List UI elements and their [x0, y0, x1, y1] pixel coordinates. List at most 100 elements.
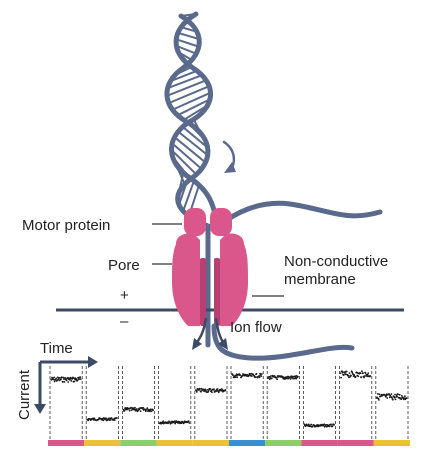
base-pair-rung: [192, 118, 203, 135]
trace-dot: [323, 423, 326, 426]
trace-dot: [59, 376, 61, 379]
trace-dot: [360, 376, 363, 379]
base-pair-rung: [177, 31, 200, 41]
dna-exit-strand: [211, 323, 355, 361]
trace-dot: [232, 374, 234, 377]
trace-dot: [188, 422, 191, 424]
trace-dot: [70, 380, 73, 382]
trace-dot: [113, 419, 116, 421]
base-segment: [84, 440, 121, 446]
trace-dot: [270, 377, 273, 380]
base-pair-rung: [177, 98, 211, 117]
trace-dot: [391, 396, 393, 399]
ion-flow-arrowhead-right: [218, 338, 228, 350]
trace-dot: [366, 375, 369, 378]
time-axis-label: Time: [40, 340, 73, 357]
trace-dot: [247, 374, 250, 377]
base-segment: [120, 440, 157, 446]
trace-dot: [367, 372, 370, 374]
trace-dot: [248, 372, 251, 375]
trace-dot: [398, 393, 401, 396]
trace-dot: [204, 388, 207, 391]
trace-dot: [207, 390, 210, 393]
base-segment: [265, 440, 302, 446]
ion-flow-arrowhead-left: [192, 338, 202, 350]
trace-dot: [236, 376, 239, 379]
base-pair-rung: [182, 180, 195, 212]
trace-dot: [76, 379, 79, 382]
trace-dot: [162, 420, 165, 423]
trace-dot: [109, 419, 111, 422]
trace-dot: [60, 378, 62, 381]
trace-dot: [136, 408, 138, 410]
trace-dot: [350, 374, 352, 377]
base-pair-rung: [178, 176, 190, 206]
trace-dot: [224, 389, 227, 391]
trace-dot: [404, 395, 406, 397]
segment-dividers: [49, 366, 409, 440]
base-segment: [301, 440, 338, 446]
pore-body-right: [220, 233, 248, 326]
trace-dot: [395, 394, 398, 397]
trace-dot: [363, 376, 365, 379]
membrane-label-line2: membrane: [284, 271, 356, 288]
base-pair-rung: [183, 104, 209, 121]
trace-dot: [297, 375, 299, 378]
trace-dot: [195, 391, 198, 393]
trace-dot: [63, 378, 65, 381]
trace-dot: [79, 378, 82, 380]
time-axis-arrowhead: [88, 356, 98, 368]
trace-dot: [275, 376, 278, 379]
base-segment: [337, 440, 374, 446]
trace-dot: [405, 397, 408, 399]
base-pair-rung: [185, 21, 194, 27]
translocation-arrowhead: [224, 162, 236, 173]
trace-dot: [50, 378, 53, 381]
trace-dot: [341, 371, 344, 374]
motor-protein-label: Motor protein: [22, 217, 110, 234]
trace-dot: [295, 377, 298, 380]
trace-dot: [331, 425, 334, 427]
trace-dot: [108, 417, 110, 420]
trace-dot: [386, 397, 389, 399]
dna-base-pairs: [166, 13, 211, 217]
trace-dot: [310, 423, 313, 426]
base-pair-rung: [180, 13, 197, 17]
pore-channel-left: [200, 258, 206, 326]
trace-dot: [276, 378, 278, 381]
trace-dot: [234, 376, 237, 378]
motor-protein: [184, 208, 232, 236]
base-pair-rung: [171, 155, 192, 180]
trace-dot: [311, 425, 314, 428]
current-axis-arrowhead: [34, 404, 46, 414]
trace-dot: [246, 373, 249, 376]
trace-dot: [133, 408, 136, 411]
trace-dot: [394, 398, 397, 401]
trace-dot: [250, 375, 253, 377]
trace-dot: [52, 378, 55, 381]
ion-flow-label: Ion flow: [230, 319, 282, 336]
trace-dot: [400, 398, 403, 401]
pore-label: Pore: [108, 257, 140, 274]
trace-dot: [149, 408, 152, 411]
trace-dot: [150, 410, 153, 412]
trace-dot: [211, 391, 213, 394]
trace-dot: [260, 373, 263, 375]
trace-dot: [102, 419, 105, 422]
trace-dot: [378, 393, 381, 396]
pore-protein: [172, 233, 248, 326]
trace-dot: [396, 395, 398, 398]
base-pair-rung: [176, 44, 197, 55]
trace-dot: [152, 409, 155, 412]
base-pair-rung: [166, 79, 207, 97]
base-pair-rung: [175, 38, 200, 48]
trace-dot: [254, 376, 257, 378]
trace-dot: [333, 423, 335, 426]
minus-sign: –: [120, 313, 129, 330]
trace-dot: [388, 393, 391, 396]
trace-dot: [92, 418, 95, 421]
membrane-label-line1: Non-conductive: [284, 253, 388, 270]
trace-dot: [341, 370, 344, 373]
current-trace-dots: [50, 370, 408, 428]
